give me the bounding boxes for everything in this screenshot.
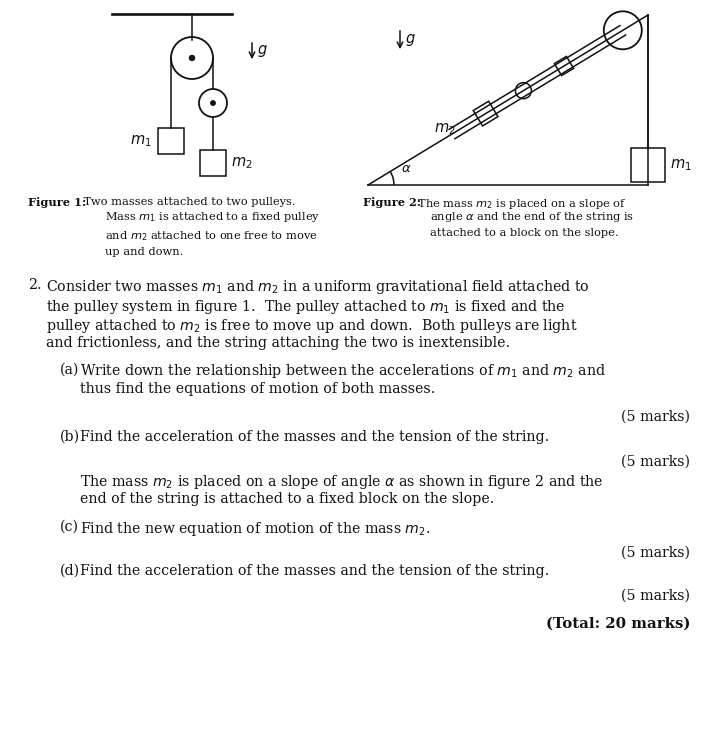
Text: Figure 1:: Figure 1: xyxy=(28,197,86,208)
Text: (5 marks): (5 marks) xyxy=(621,455,690,469)
Text: Write down the relationship between the accelerations of $m_1$ and $m_2$ and: Write down the relationship between the … xyxy=(80,363,606,381)
Text: (d): (d) xyxy=(60,563,80,578)
Text: pulley attached to $m_2$ is free to move up and down.  Both pulleys are light: pulley attached to $m_2$ is free to move… xyxy=(46,317,577,335)
Text: The mass $m_2$ is placed on a slope of angle $\alpha$ as shown in figure 2 and t: The mass $m_2$ is placed on a slope of a… xyxy=(80,473,604,491)
Text: The mass $m_2$ is placed on a slope of: The mass $m_2$ is placed on a slope of xyxy=(414,197,627,211)
Text: (Total: 20 marks): (Total: 20 marks) xyxy=(545,617,690,631)
Text: angle $\alpha$ and the end of the string is
attached to a block on the slope.: angle $\alpha$ and the end of the string… xyxy=(430,210,634,238)
Text: $m_2$: $m_2$ xyxy=(434,122,456,137)
Circle shape xyxy=(211,101,215,105)
Circle shape xyxy=(189,56,194,61)
Bar xyxy=(158,128,184,154)
Text: thus find the equations of motion of both masses.: thus find the equations of motion of bot… xyxy=(80,382,435,396)
Text: Figure 2:: Figure 2: xyxy=(363,197,421,208)
Text: $m_2$: $m_2$ xyxy=(231,155,253,170)
Text: (5 marks): (5 marks) xyxy=(621,545,690,559)
Text: $g$: $g$ xyxy=(405,32,416,48)
Text: (a): (a) xyxy=(60,363,79,376)
Text: $m_1$: $m_1$ xyxy=(670,157,692,173)
Text: $m_1$: $m_1$ xyxy=(130,133,152,149)
Text: Consider two masses $m_1$ and $m_2$ in a uniform gravitational field attached to: Consider two masses $m_1$ and $m_2$ in a… xyxy=(46,278,590,296)
Text: the pulley system in figure 1.  The pulley attached to $m_1$ is fixed and the: the pulley system in figure 1. The pulle… xyxy=(46,297,565,315)
Text: (5 marks): (5 marks) xyxy=(621,409,690,424)
Bar xyxy=(200,150,226,176)
Bar xyxy=(631,148,665,182)
Text: (c): (c) xyxy=(60,520,79,534)
Text: $g$: $g$ xyxy=(257,43,268,59)
Text: (5 marks): (5 marks) xyxy=(621,589,690,603)
Text: Find the new equation of motion of the mass $m_2$.: Find the new equation of motion of the m… xyxy=(80,520,431,538)
Text: Find the acceleration of the masses and the tension of the string.: Find the acceleration of the masses and … xyxy=(80,430,549,444)
Text: Two masses attached to two pulleys.: Two masses attached to two pulleys. xyxy=(80,197,295,207)
Text: and frictionless, and the string attaching the two is inextensible.: and frictionless, and the string attachi… xyxy=(46,336,510,351)
Text: $\alpha$: $\alpha$ xyxy=(401,162,412,176)
Text: (b): (b) xyxy=(60,430,80,444)
Text: Mass $m_1$ is attached to a fixed pulley
and $m_2$ attached to one free to move
: Mass $m_1$ is attached to a fixed pulley… xyxy=(105,210,320,257)
Text: Find the acceleration of the masses and the tension of the string.: Find the acceleration of the masses and … xyxy=(80,563,549,578)
Text: 2.: 2. xyxy=(28,278,41,292)
Text: end of the string is attached to a fixed block on the slope.: end of the string is attached to a fixed… xyxy=(80,493,494,506)
